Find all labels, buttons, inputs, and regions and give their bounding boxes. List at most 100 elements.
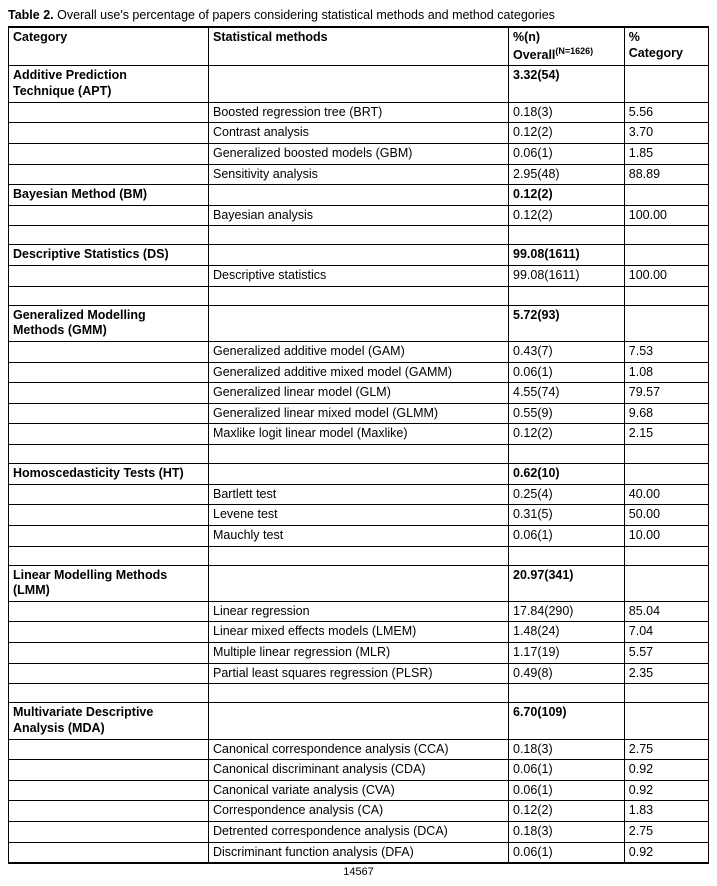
method-pct-category: 7.04 xyxy=(624,622,708,643)
spacer-row xyxy=(9,445,709,464)
method-overall: 0.06(1) xyxy=(509,780,625,801)
method-name: Boosted regression tree (BRT) xyxy=(209,102,509,123)
method-name: Contrast analysis xyxy=(209,123,509,144)
spacer-row xyxy=(9,684,709,703)
method-pct-category: 40.00 xyxy=(624,484,708,505)
method-overall: 1.17(19) xyxy=(509,643,625,664)
category-row: Homoscedasticity Tests (HT)0.62(10) xyxy=(9,464,709,485)
method-overall: 0.43(7) xyxy=(509,341,625,362)
method-pct-category: 5.56 xyxy=(624,102,708,123)
col-pct-category: % Category xyxy=(624,27,708,66)
method-overall: 0.49(8) xyxy=(509,663,625,684)
method-row: Partial least squares regression (PLSR)0… xyxy=(9,663,709,684)
category-label: Linear Modelling Methods(LMM) xyxy=(9,565,209,601)
method-overall: 0.12(2) xyxy=(509,801,625,822)
method-overall: 99.08(1611) xyxy=(509,266,625,287)
method-name: Canonical correspondence analysis (CCA) xyxy=(209,739,509,760)
method-row: Canonical correspondence analysis (CCA)0… xyxy=(9,739,709,760)
method-row: Maxlike logit linear model (Maxlike)0.12… xyxy=(9,424,709,445)
method-overall: 0.12(2) xyxy=(509,424,625,445)
category-label: Bayesian Method (BM) xyxy=(9,185,209,206)
method-row: Levene test0.31(5)50.00 xyxy=(9,505,709,526)
method-name: Linear regression xyxy=(209,601,509,622)
method-row: Linear regression17.84(290)85.04 xyxy=(9,601,709,622)
col-category: Category xyxy=(9,27,209,66)
table-caption: Table 2. Overall use's percentage of pap… xyxy=(8,8,709,22)
method-name: Generalized linear model (GLM) xyxy=(209,383,509,404)
method-overall: 0.06(1) xyxy=(509,362,625,383)
method-overall: 0.55(9) xyxy=(509,403,625,424)
method-name: Canonical variate analysis (CVA) xyxy=(209,780,509,801)
method-row: Generalized boosted models (GBM)0.06(1)1… xyxy=(9,143,709,164)
method-name: Generalized additive mixed model (GAMM) xyxy=(209,362,509,383)
method-pct-category: 0.92 xyxy=(624,780,708,801)
method-row: Linear mixed effects models (LMEM)1.48(2… xyxy=(9,622,709,643)
method-name: Linear mixed effects models (LMEM) xyxy=(209,622,509,643)
col-overall-line2b: (N=1626) xyxy=(555,46,593,56)
method-overall: 0.06(1) xyxy=(509,760,625,781)
caption-lead: Table 2. xyxy=(8,8,54,22)
col-methods: Statistical methods xyxy=(209,27,509,66)
method-row: Discriminant function analysis (DFA)0.06… xyxy=(9,842,709,863)
method-overall: 0.31(5) xyxy=(509,505,625,526)
method-name: Multiple linear regression (MLR) xyxy=(209,643,509,664)
method-overall: 0.25(4) xyxy=(509,484,625,505)
spacer-row xyxy=(9,286,709,305)
method-row: Bayesian analysis0.12(2)100.00 xyxy=(9,205,709,226)
method-row: Generalized additive model (GAM)0.43(7)7… xyxy=(9,341,709,362)
method-pct-category: 88.89 xyxy=(624,164,708,185)
method-name: Correspondence analysis (CA) xyxy=(209,801,509,822)
category-label: Homoscedasticity Tests (HT) xyxy=(9,464,209,485)
method-row: Generalized additive mixed model (GAMM)0… xyxy=(9,362,709,383)
method-row: Sensitivity analysis2.95(48)88.89 xyxy=(9,164,709,185)
method-overall: 0.18(3) xyxy=(509,102,625,123)
method-name: Generalized boosted models (GBM) xyxy=(209,143,509,164)
category-row: Multivariate DescriptiveAnalysis (MDA)6.… xyxy=(9,703,709,739)
category-row: Generalized ModellingMethods (GMM)5.72(9… xyxy=(9,305,709,341)
method-pct-category: 85.04 xyxy=(624,601,708,622)
method-name: Canonical discriminant analysis (CDA) xyxy=(209,760,509,781)
method-pct-category: 1.83 xyxy=(624,801,708,822)
method-overall: 0.12(2) xyxy=(509,123,625,144)
method-pct-category: 9.68 xyxy=(624,403,708,424)
method-name: Maxlike logit linear model (Maxlike) xyxy=(209,424,509,445)
method-row: Correspondence analysis (CA)0.12(2)1.83 xyxy=(9,801,709,822)
method-row: Canonical discriminant analysis (CDA)0.0… xyxy=(9,760,709,781)
method-pct-category: 10.00 xyxy=(624,525,708,546)
method-row: Mauchly test0.06(1)10.00 xyxy=(9,525,709,546)
method-overall: 1.48(24) xyxy=(509,622,625,643)
method-pct-category: 2.75 xyxy=(624,822,708,843)
method-pct-category: 50.00 xyxy=(624,505,708,526)
spacer-row xyxy=(9,546,709,565)
method-overall: 2.95(48) xyxy=(509,164,625,185)
method-row: Descriptive statistics99.08(1611)100.00 xyxy=(9,266,709,287)
method-pct-category: 1.08 xyxy=(624,362,708,383)
method-overall: 0.06(1) xyxy=(509,525,625,546)
method-pct-category: 100.00 xyxy=(624,205,708,226)
method-row: Contrast analysis0.12(2)3.70 xyxy=(9,123,709,144)
method-pct-category: 2.35 xyxy=(624,663,708,684)
method-pct-category: 79.57 xyxy=(624,383,708,404)
spacer-row xyxy=(9,226,709,245)
method-row: Detrented correspondence analysis (DCA)0… xyxy=(9,822,709,843)
method-name: Partial least squares regression (PLSR) xyxy=(209,663,509,684)
method-pct-category: 2.15 xyxy=(624,424,708,445)
method-row: Multiple linear regression (MLR)1.17(19)… xyxy=(9,643,709,664)
method-row: Canonical variate analysis (CVA)0.06(1)0… xyxy=(9,780,709,801)
method-pct-category: 5.57 xyxy=(624,643,708,664)
category-row: Linear Modelling Methods(LMM)20.97(341) xyxy=(9,565,709,601)
method-row: Bartlett test0.25(4)40.00 xyxy=(9,484,709,505)
method-name: Mauchly test xyxy=(209,525,509,546)
method-row: Generalized linear mixed model (GLMM)0.5… xyxy=(9,403,709,424)
col-overall: %(n) Overall(N=1626) xyxy=(509,27,625,66)
col-overall-line1: %(n) xyxy=(513,30,540,44)
method-overall: 0.18(3) xyxy=(509,739,625,760)
table-header-row: Category Statistical methods %(n) Overal… xyxy=(9,27,709,66)
method-name: Sensitivity analysis xyxy=(209,164,509,185)
method-pct-category: 3.70 xyxy=(624,123,708,144)
method-overall: 4.55(74) xyxy=(509,383,625,404)
method-overall: 0.12(2) xyxy=(509,205,625,226)
method-overall: 0.06(1) xyxy=(509,143,625,164)
method-overall: 17.84(290) xyxy=(509,601,625,622)
method-pct-category: 0.92 xyxy=(624,842,708,863)
